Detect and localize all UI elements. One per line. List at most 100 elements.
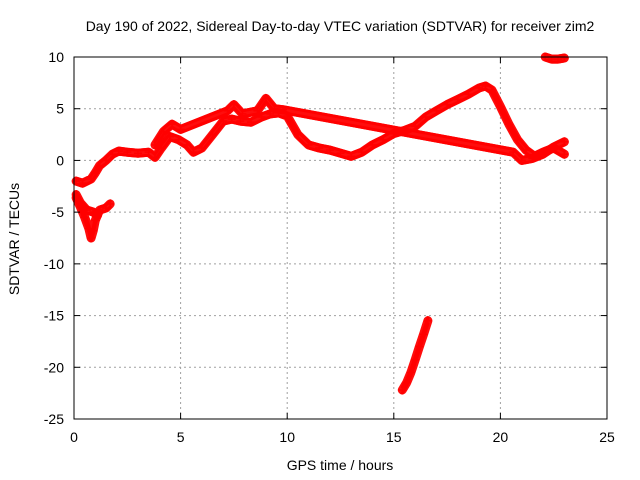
data-point [517, 156, 526, 165]
data-point [253, 106, 262, 115]
series-early-dip [71, 193, 115, 243]
data-point [87, 175, 96, 184]
y-tick-label: -25 [44, 411, 64, 427]
x-tick-label: 25 [599, 429, 615, 445]
data-point [266, 109, 275, 118]
data-point [89, 226, 98, 235]
data-point [189, 148, 198, 157]
data-point [133, 149, 142, 158]
y-tick-label: -15 [44, 308, 64, 324]
data-point [157, 144, 166, 153]
series-early-dip-branch [71, 190, 102, 220]
data-point [443, 100, 452, 109]
data-point [219, 117, 228, 126]
data-point [123, 148, 132, 157]
series-main-band [71, 81, 569, 188]
data-point [80, 213, 89, 222]
data-point [336, 149, 345, 158]
series-band-edge [543, 52, 566, 58]
data-point [315, 144, 324, 153]
series-outlier-arc [397, 316, 433, 395]
data-point [82, 206, 91, 215]
data-point [101, 156, 110, 165]
chart-title: Day 190 of 2022, Sidereal Day-to-day VTE… [86, 18, 595, 34]
x-axis-label: GPS time / hours [287, 457, 394, 473]
data-point [106, 199, 115, 208]
data-point [114, 147, 123, 156]
series-band-edge [74, 87, 566, 188]
data-point [504, 120, 513, 129]
data-point [238, 109, 247, 118]
data-point [406, 368, 415, 377]
data-point [95, 161, 104, 170]
data-point [487, 86, 496, 95]
data-point [174, 135, 183, 144]
data-point [76, 198, 85, 207]
data-point [481, 81, 490, 90]
data-point [475, 84, 484, 93]
data-point [304, 140, 313, 149]
data-point [560, 54, 569, 63]
data-point [560, 150, 569, 159]
series-top-segment [540, 52, 569, 64]
data-point [357, 148, 366, 157]
data-point [560, 137, 569, 146]
data-point [325, 146, 334, 155]
data-point [78, 179, 87, 188]
data-point [159, 127, 168, 136]
data-point [270, 104, 279, 113]
data-point [379, 135, 388, 144]
data-point [453, 95, 462, 104]
data-point [432, 106, 441, 115]
data-point [87, 234, 96, 242]
data-point [415, 342, 424, 351]
data-point [528, 154, 537, 163]
x-tick-label: 0 [70, 429, 78, 445]
data-point [421, 112, 430, 121]
y-tick-label: 0 [56, 152, 64, 168]
x-tick-label: 15 [386, 429, 402, 445]
y-tick-label: -20 [44, 359, 64, 375]
data-point [108, 150, 117, 159]
data-point [91, 168, 100, 177]
data-point [101, 204, 110, 213]
data-layer [71, 52, 569, 395]
data-point [368, 140, 377, 149]
data-point [293, 130, 302, 139]
y-tick-label: -10 [44, 256, 64, 272]
data-point [229, 100, 238, 109]
data-point [89, 208, 98, 217]
axis-ticks: 0 5 10 15 20 25 -25 -20 -15 -10 -5 0 5 10 [44, 49, 615, 445]
data-point [496, 102, 505, 111]
x-tick-label: 10 [279, 429, 295, 445]
data-point [182, 140, 191, 149]
x-tick-label: 5 [177, 429, 185, 445]
data-point [553, 55, 562, 64]
y-tick-label: 5 [56, 101, 64, 117]
data-point [197, 144, 206, 153]
y-tick-label: -5 [52, 204, 65, 220]
data-point [144, 148, 153, 157]
series-band [71, 81, 569, 188]
data-point [246, 118, 255, 127]
y-tick-label: 10 [48, 49, 64, 65]
data-point [176, 125, 185, 134]
data-point [509, 148, 518, 157]
data-point [72, 177, 81, 186]
data-point [261, 94, 270, 103]
data-point [278, 105, 287, 114]
data-point [347, 152, 356, 161]
plot-frame [73, 56, 608, 420]
series-band-edge [543, 58, 566, 64]
data-point [539, 150, 548, 159]
x-tick-label: 20 [493, 429, 509, 445]
data-point [423, 316, 432, 325]
grid [74, 57, 607, 419]
data-point [257, 112, 266, 121]
data-point [151, 153, 160, 162]
data-point [165, 132, 174, 141]
data-point [208, 130, 217, 139]
data-point [411, 122, 420, 131]
data-point [168, 120, 177, 129]
